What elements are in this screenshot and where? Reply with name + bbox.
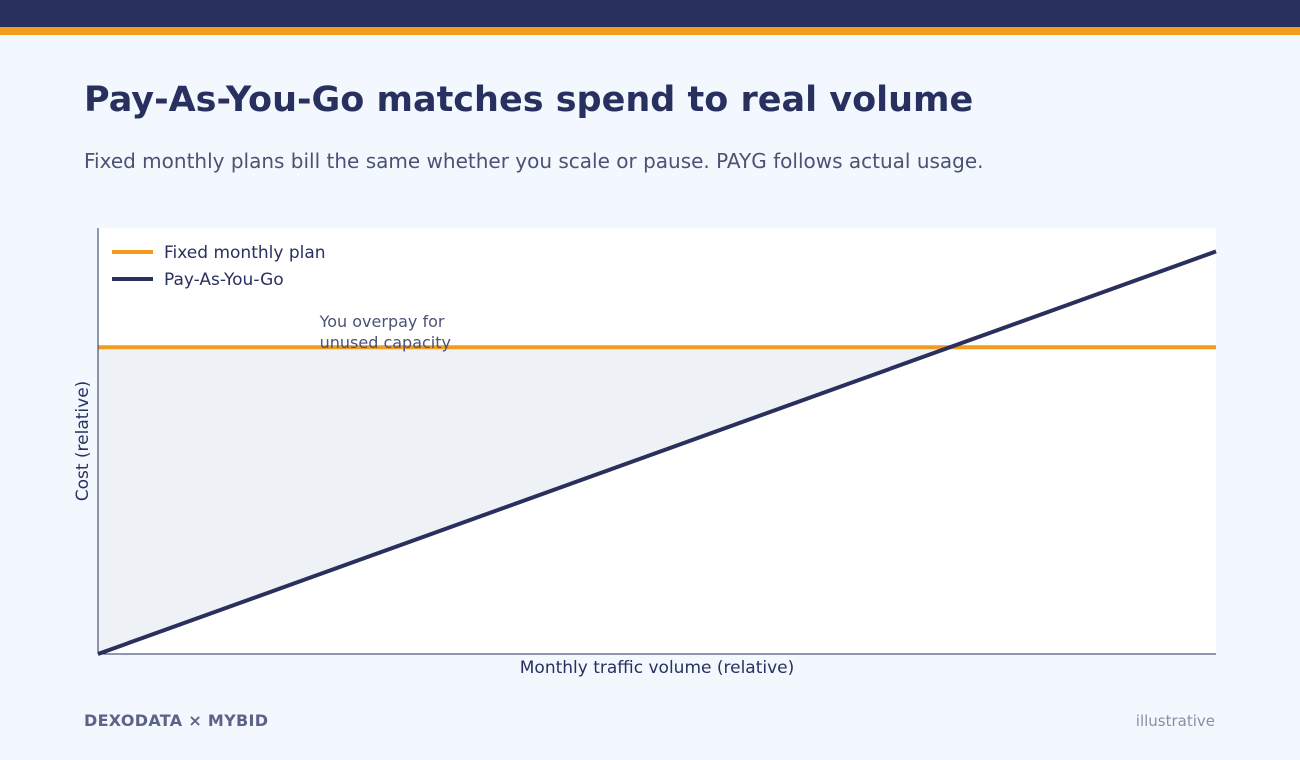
page-subtitle: Fixed monthly plans bill the same whethe…	[84, 149, 984, 173]
top-accent-bar	[0, 27, 1300, 35]
overpay-annotation: You overpay for unused capacity	[319, 312, 451, 352]
overpay-annotation-line-1: You overpay for	[319, 312, 445, 331]
legend-label-pay-as-you-go: Pay-As-You-Go	[164, 270, 284, 290]
y-axis-label: Cost (relative)	[73, 381, 93, 502]
legend-label-fixed-monthly-plan: Fixed monthly plan	[164, 243, 326, 263]
page-title: Pay-As-You-Go matches spend to real volu…	[84, 80, 974, 120]
series-line-pay-as-you-go	[97, 249, 1217, 656]
overpay-annotation-line-2: unused capacity	[320, 333, 451, 352]
footer-brand: DEXODATA × MYBID	[84, 711, 269, 730]
footer-note: illustrative	[1135, 712, 1215, 730]
top-navy-bar	[0, 0, 1300, 27]
legend: Fixed monthly plan Pay-As-You-Go	[112, 243, 326, 290]
x-axis-label: Monthly traffic volume (relative)	[520, 658, 795, 678]
